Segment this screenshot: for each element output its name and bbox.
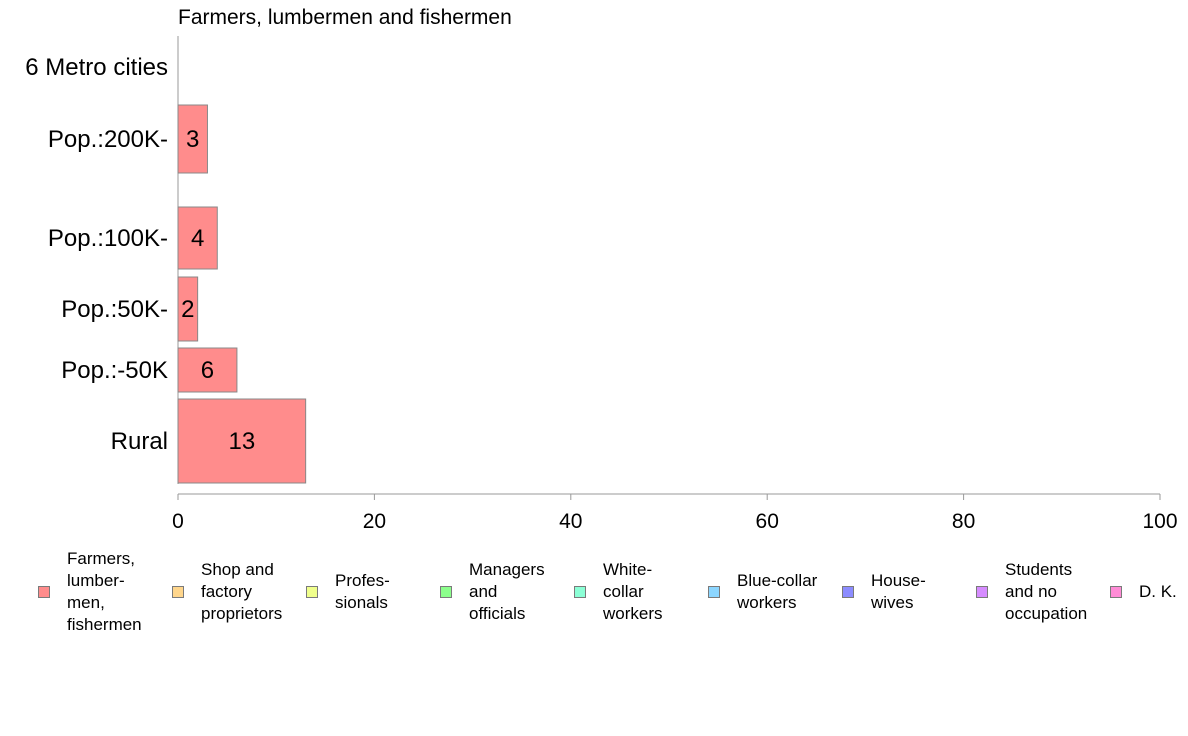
legend-label: Farmers, lumber- men, fishermen: [67, 549, 142, 634]
legend-label: Shop and factory proprietors: [201, 560, 283, 623]
data-label: 2: [181, 296, 194, 323]
legend-label: D. K.: [1139, 582, 1177, 601]
bar-chart: Farmers, lumbermen and fishermen 6 Metro…: [25, 6, 1178, 533]
x-tick-label: 20: [363, 510, 386, 533]
legend-label: Blue-collar workers: [737, 571, 818, 612]
legend-label: White- collar workers: [603, 560, 663, 623]
legend-item: Farmers, lumber- men, fishermen: [38, 549, 142, 634]
x-tick-label: 0: [172, 510, 184, 533]
legend-item: Blue-collar workers: [708, 552, 817, 632]
legend-item: White- collar workers: [574, 552, 663, 632]
legend-label: Managers and officials: [469, 560, 545, 623]
legend: Farmers, lumber- men, fishermen Shop and …: [0, 549, 1188, 642]
legend-swatch: [172, 586, 184, 598]
data-label: 6: [201, 357, 214, 384]
x-axis: 0 20 40 60 80 100: [172, 493, 1178, 533]
chart-title: Farmers, lumbermen and fishermen: [178, 6, 512, 29]
category-label: Pop.:200K-: [48, 126, 168, 153]
data-label: 3: [186, 126, 199, 153]
legend-item: House- wives: [842, 552, 926, 632]
bar: [177, 104, 208, 174]
legend-item: Shop and factory proprietors: [172, 552, 282, 632]
legend-item: Students and no occupation: [976, 552, 1087, 632]
bar: [177, 206, 218, 270]
x-tick-label: 100: [1142, 510, 1177, 533]
legend-swatch: [976, 586, 988, 598]
bars-layer: 6 Metro cities Pop.:200K- 3 Pop.:100K- 4 Pop.…: [25, 54, 307, 484]
legend-label: Students and no occupation: [1005, 560, 1088, 623]
category-label: Pop.:50K-: [61, 296, 168, 323]
bar: [177, 347, 238, 393]
data-label: 4: [191, 225, 204, 252]
legend-item: Profes- sionals: [306, 552, 390, 632]
legend-swatch: [708, 586, 720, 598]
x-tick-label: 60: [756, 510, 779, 533]
category-label: Pop.:-50K: [61, 357, 168, 384]
legend-swatch: [1110, 586, 1122, 598]
legend-label: House- wives: [871, 571, 926, 612]
legend-swatch: [574, 586, 586, 598]
legend-swatch: [306, 586, 318, 598]
x-tick-label: 40: [559, 510, 582, 533]
category-label: 6 Metro cities: [25, 54, 168, 81]
x-tick-label: 80: [952, 510, 975, 533]
bar: [177, 276, 199, 342]
category-label: Pop.:100K-: [48, 225, 168, 252]
data-label: 13: [228, 428, 255, 455]
legend-label: Profes- sionals: [335, 571, 390, 612]
legend-swatch: [440, 586, 452, 598]
category-label: Rural: [111, 428, 168, 455]
legend-item: D. K.: [1110, 552, 1177, 632]
legend-swatch: [842, 586, 854, 598]
legend-swatch: [38, 586, 50, 598]
legend-item: Managers and officials: [440, 552, 545, 632]
bar: [177, 398, 307, 484]
